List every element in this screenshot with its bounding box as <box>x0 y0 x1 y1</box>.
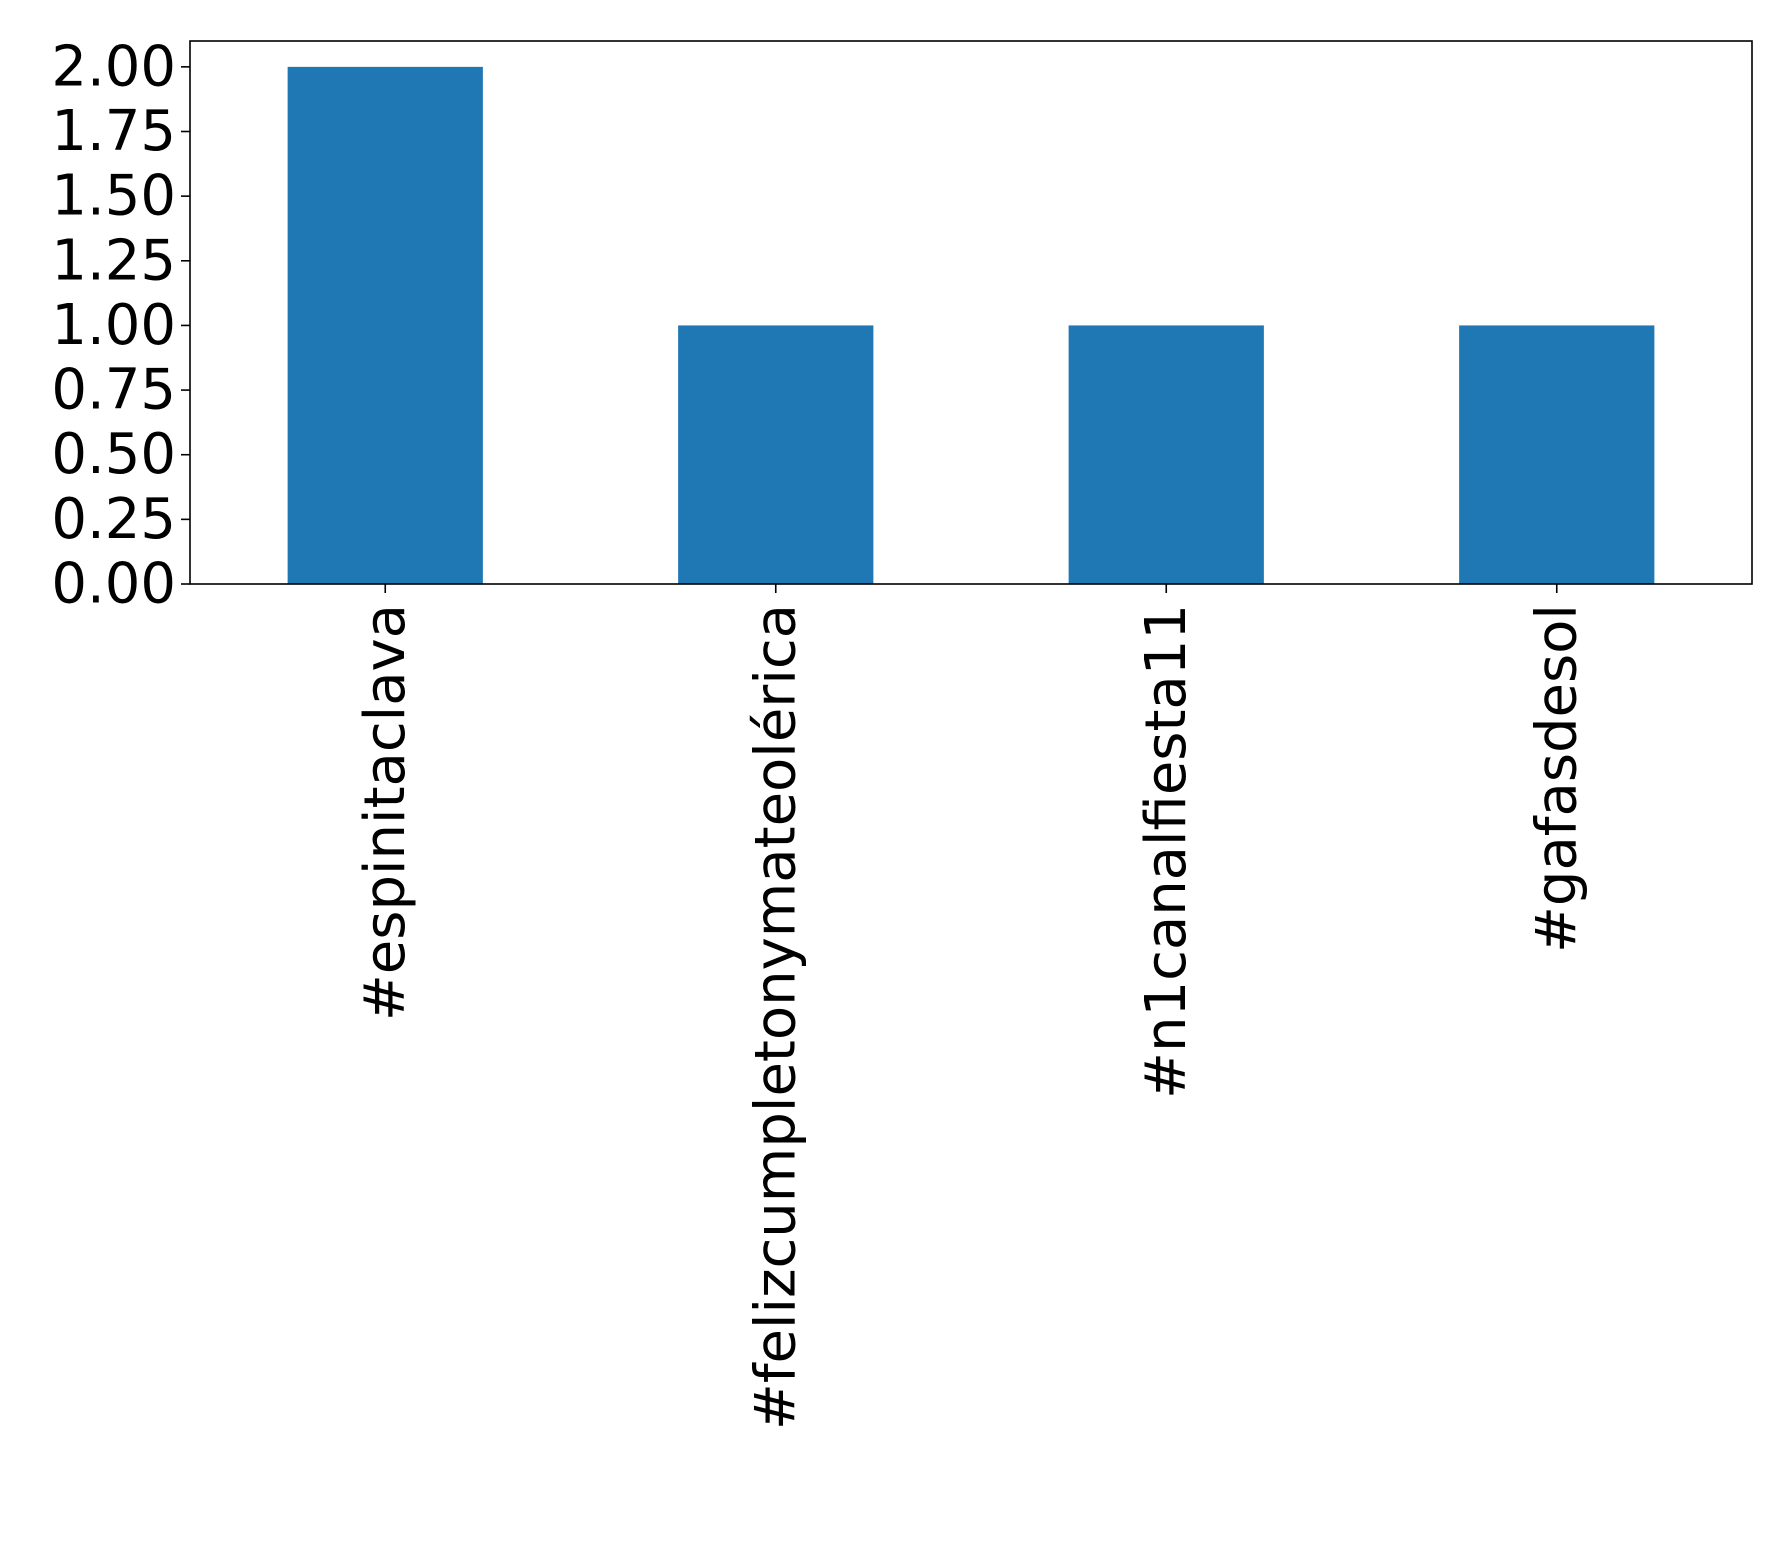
y-axis: 0.000.250.500.751.001.251.501.752.00 <box>51 34 190 617</box>
y-tick-label: 0.75 <box>51 358 176 423</box>
x-tick-label: #gafasdesol <box>1524 604 1589 953</box>
bars-layer <box>287 66 1655 585</box>
x-tick-label: #espinitaclava <box>353 604 418 1021</box>
y-tick-label: 1.00 <box>51 293 176 358</box>
x-axis: #espinitaclava #felizcumpletonymateoléric… <box>353 584 1589 1430</box>
bar <box>678 325 874 584</box>
y-tick-label: 1.75 <box>51 99 176 164</box>
y-tick-label: 0.00 <box>51 552 176 617</box>
y-tick-label: 0.50 <box>51 422 176 487</box>
y-tick-label: 1.50 <box>51 164 176 229</box>
y-tick-label: 1.25 <box>51 228 176 293</box>
x-tick-label: #felizcumpletonymateolérica <box>743 604 808 1430</box>
plot-frame <box>189 40 1753 585</box>
bar <box>1068 325 1264 584</box>
y-tick-label: 0.25 <box>51 487 176 552</box>
bar <box>1459 325 1655 584</box>
bar <box>287 66 483 585</box>
y-tick-label: 2.00 <box>51 34 176 99</box>
x-tick-label: #n1canalfiesta11 <box>1134 604 1199 1099</box>
